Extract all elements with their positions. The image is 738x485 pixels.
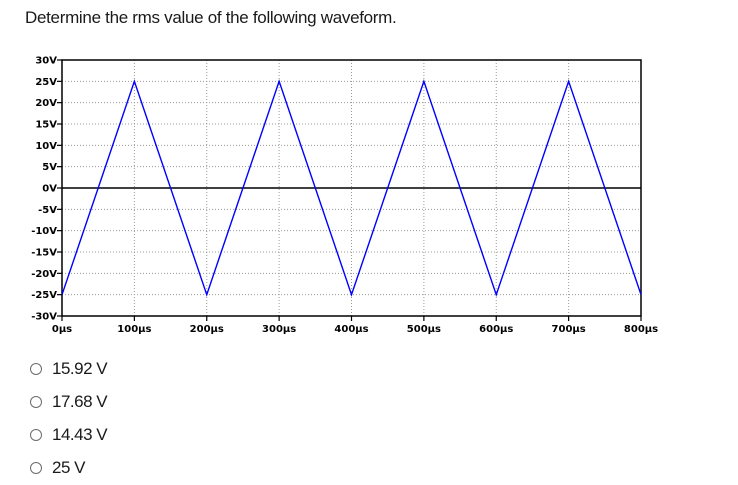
x-tick-label: 800µs xyxy=(624,324,658,335)
radio-button[interactable] xyxy=(30,428,42,441)
answer-option-1[interactable]: 15.92 V xyxy=(30,352,108,385)
y-tick-label: 10V xyxy=(35,141,57,152)
y-tick-label: 0V xyxy=(42,184,57,195)
y-tick-label: -20V xyxy=(31,269,57,280)
option-label: 17.68 V xyxy=(52,391,108,411)
y-tick-label: -30V xyxy=(31,312,57,323)
x-tick-label: 0µs xyxy=(52,324,72,335)
y-tick-label: -15V xyxy=(31,248,57,259)
answer-option-3[interactable]: 14.43 V xyxy=(30,418,108,451)
y-tick-label: 25V xyxy=(35,77,57,88)
y-tick-label: 5V xyxy=(42,162,57,173)
answer-options: 15.92 V 17.68 V 14.43 V 25 V xyxy=(30,352,108,484)
x-tick-label: 600µs xyxy=(479,324,513,335)
radio-button[interactable] xyxy=(30,461,42,474)
x-tick-label: 100µs xyxy=(117,324,151,335)
answer-option-2[interactable]: 17.68 V xyxy=(30,385,108,418)
y-tick-label: -5V xyxy=(38,205,57,216)
x-tick-label: 500µs xyxy=(407,324,441,335)
waveform-series-line xyxy=(61,79,642,297)
y-tick-label: 30V xyxy=(35,56,57,67)
waveform-chart: 30V 25V 20V 15V 10V 5V 0V -5V -10V -15V -20V -25V -3… xyxy=(31,56,658,336)
radio-button[interactable] xyxy=(30,362,42,375)
radio-button[interactable] xyxy=(30,395,42,408)
y-tick-label: 20V xyxy=(35,98,57,109)
question-text: Determine the rms value of the following… xyxy=(25,8,397,27)
option-label: 14.43 V xyxy=(52,424,108,444)
x-tick-label: 200µs xyxy=(190,324,224,335)
y-tick-label: -25V xyxy=(31,290,57,301)
x-tick-label: 300µs xyxy=(262,324,296,335)
option-label: 25 V xyxy=(52,457,85,477)
x-tick-label: 400µs xyxy=(334,324,368,335)
option-label: 15.92 V xyxy=(52,358,108,378)
y-tick-label: -10V xyxy=(31,226,57,237)
answer-option-4[interactable]: 25 V xyxy=(30,451,107,484)
x-tick-label: 700µs xyxy=(552,324,586,335)
y-tick-label: 15V xyxy=(35,120,57,131)
